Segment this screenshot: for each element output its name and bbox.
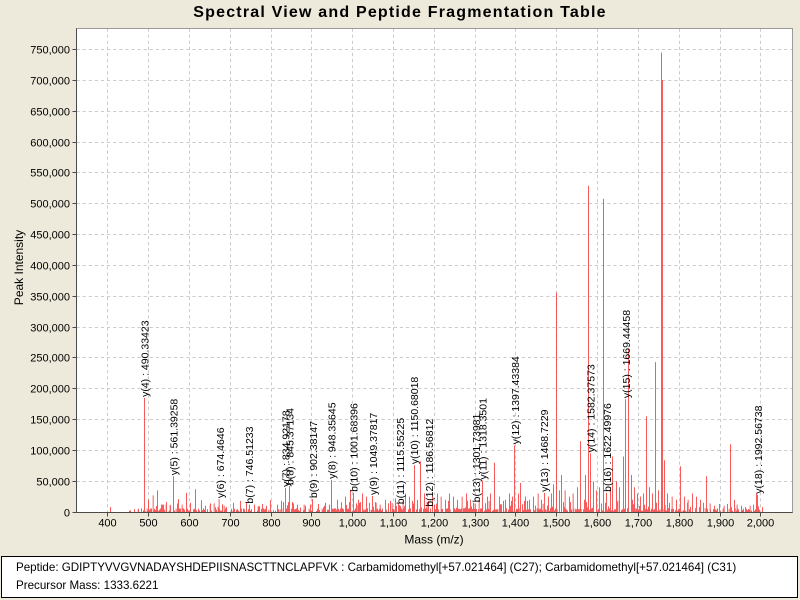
svg-text:1,200: 1,200	[421, 518, 449, 530]
svg-text:1,000: 1,000	[339, 518, 367, 530]
svg-text:350,000: 350,000	[30, 292, 70, 304]
svg-text:y(10) : 1150.68018: y(10) : 1150.68018	[409, 377, 421, 465]
svg-text:250,000: 250,000	[30, 353, 70, 365]
svg-text:b(8) : 845.37134: b(8) : 845.37134	[285, 408, 297, 485]
svg-text:y(11) : 1318.3501: y(11) : 1318.3501	[478, 398, 490, 480]
svg-text:1,300: 1,300	[462, 518, 490, 530]
svg-text:1,400: 1,400	[502, 518, 530, 530]
svg-text:b(12) : 1186.56812: b(12) : 1186.56812	[424, 419, 436, 507]
svg-text:600,000: 600,000	[30, 138, 70, 150]
svg-text:1,900: 1,900	[707, 518, 735, 530]
svg-text:300,000: 300,000	[30, 323, 70, 335]
svg-text:800: 800	[262, 518, 280, 530]
svg-text:y(15) : 1669.44458: y(15) : 1669.44458	[621, 310, 633, 398]
svg-text:550,000: 550,000	[30, 168, 70, 180]
svg-text:b(10) : 1001.68396: b(10) : 1001.68396	[348, 403, 360, 492]
svg-text:y(5) : 561.39258: y(5) : 561.39258	[169, 399, 181, 476]
svg-text:y(9) : 1049.37817: y(9) : 1049.37817	[368, 413, 380, 495]
svg-text:y(18) : 1992.56738: y(18) : 1992.56738	[753, 405, 765, 493]
svg-text:1,600: 1,600	[584, 518, 612, 530]
svg-text:700: 700	[221, 518, 239, 530]
svg-text:650,000: 650,000	[30, 107, 70, 119]
svg-text:Mass (m/z): Mass (m/z)	[404, 532, 463, 546]
svg-text:y(13) : 1468.7229: y(13) : 1468.7229	[539, 409, 551, 491]
svg-text:b(13) : 1301.73981: b(13) : 1301.73981	[471, 414, 483, 503]
svg-text:1,700: 1,700	[625, 518, 653, 530]
svg-text:500: 500	[139, 518, 157, 530]
svg-text:y(8) : 948.35645: y(8) : 948.35645	[327, 402, 339, 479]
svg-text:b(9) : 902.38147: b(9) : 902.38147	[308, 421, 320, 498]
svg-text:100,000: 100,000	[30, 446, 70, 458]
svg-text:450,000: 450,000	[30, 230, 70, 242]
svg-text:1,800: 1,800	[666, 518, 694, 530]
svg-text:0: 0	[64, 508, 70, 520]
svg-text:y(12) : 1397.43384: y(12) : 1397.43384	[510, 356, 522, 444]
svg-text:150,000: 150,000	[30, 415, 70, 427]
svg-text:Peak Intensity: Peak Intensity	[12, 230, 26, 305]
svg-text:y(7) : 834.92178: y(7) : 834.92178	[280, 410, 292, 487]
svg-text:900: 900	[302, 518, 320, 530]
svg-text:700,000: 700,000	[30, 76, 70, 88]
svg-text:y(14) : 1582.37573: y(14) : 1582.37573	[585, 364, 597, 452]
svg-text:500,000: 500,000	[30, 199, 70, 211]
svg-text:b(11) : 1115.55225: b(11) : 1115.55225	[395, 418, 407, 505]
svg-text:1,500: 1,500	[543, 518, 571, 530]
svg-text:2,000: 2,000	[747, 518, 775, 530]
svg-text:50,000: 50,000	[36, 477, 70, 489]
svg-text:400: 400	[98, 518, 116, 530]
svg-text:750,000: 750,000	[30, 45, 70, 57]
svg-text:b(16) : 1622.49976: b(16) : 1622.49976	[602, 403, 614, 492]
svg-text:y(6) : 674.4646: y(6) : 674.4646	[215, 427, 227, 498]
svg-text:600: 600	[180, 518, 198, 530]
svg-text:1,100: 1,100	[380, 518, 408, 530]
svg-text:y(4) : 490.33423: y(4) : 490.33423	[140, 320, 152, 397]
svg-text:b(7) : 746.51233: b(7) : 746.51233	[244, 426, 256, 503]
svg-text:200,000: 200,000	[30, 384, 70, 396]
svg-text:400,000: 400,000	[30, 261, 70, 273]
